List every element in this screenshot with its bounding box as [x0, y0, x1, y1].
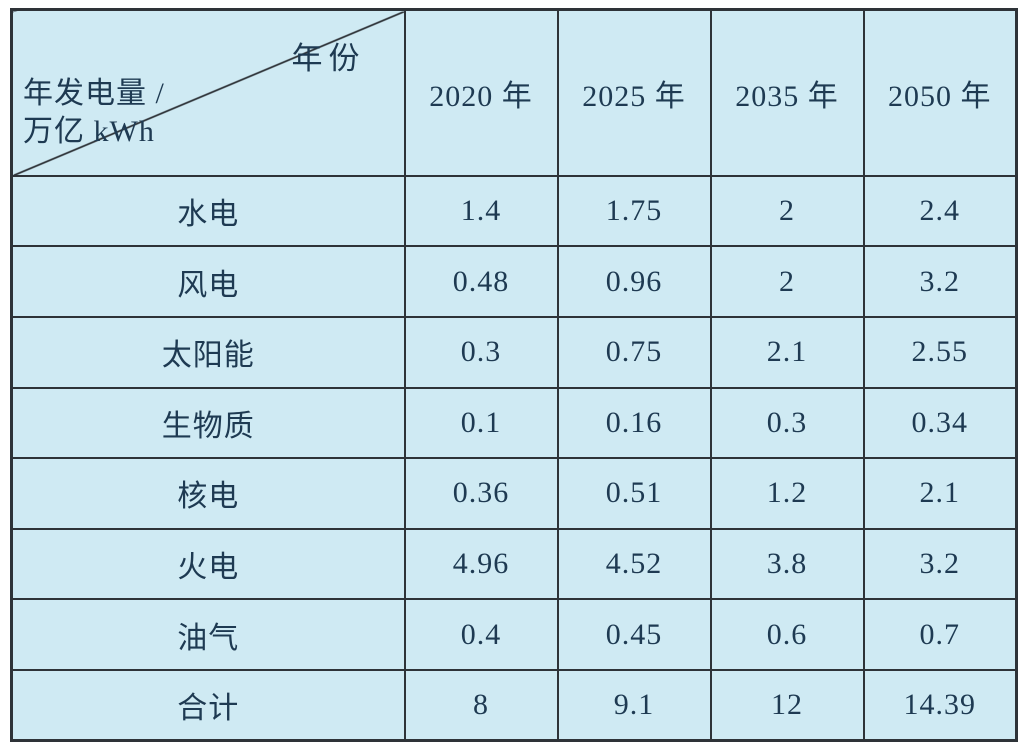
- table-cell: 0.3: [709, 386, 865, 460]
- column-header-2050: 2050 年: [862, 8, 1018, 177]
- table-cell: 0.4: [403, 598, 559, 671]
- table-cell: 9.1: [556, 668, 712, 742]
- table-row-total: 合计 8 9.1 12 14.39: [10, 668, 1018, 742]
- table-cell: 1.75: [556, 174, 712, 248]
- table-cell: 2.4: [862, 174, 1018, 248]
- table-cell: 12: [709, 668, 865, 742]
- column-header-2035: 2035 年: [709, 8, 865, 177]
- table-cell: 4.52: [556, 527, 712, 601]
- table-row-oilgas: 油气 0.4 0.45 0.6 0.7: [10, 598, 1018, 671]
- table-cell: 0.7: [862, 598, 1018, 671]
- corner-unit-label-line2: 万亿 kWh: [23, 115, 155, 148]
- table-cell: 3.2: [862, 527, 1018, 601]
- column-header-2020: 2020 年: [403, 8, 559, 177]
- table-cell: 3.2: [862, 245, 1018, 319]
- table-cell: 0.96: [556, 245, 712, 319]
- table-cell: 8: [403, 668, 559, 742]
- table-row-biomass: 生物质 0.1 0.16 0.3 0.34: [10, 386, 1018, 460]
- table-cell: 1.2: [709, 457, 865, 530]
- table-cell: 0.3: [403, 316, 559, 389]
- table-cell: 2: [709, 174, 865, 248]
- table-cell: 3.8: [709, 527, 865, 601]
- row-header: 油气: [10, 598, 406, 671]
- table-cell: 4.96: [403, 527, 559, 601]
- table-cell: 0.6: [709, 598, 865, 671]
- corner-year-label: 年份: [291, 41, 366, 76]
- corner-unit-label-line1: 年发电量 /: [23, 77, 165, 110]
- row-header: 核电: [10, 457, 406, 530]
- table-row-hydro: 水电 1.4 1.75 2 2.4: [10, 174, 1018, 248]
- table-cell: 0.75: [556, 316, 712, 389]
- header-row: 年份 年发电量 / 万亿 kWh 2020 年 2025 年 2035 年 20…: [10, 8, 1018, 177]
- table-cell: 0.48: [403, 245, 559, 319]
- table-cell: 0.34: [862, 386, 1018, 460]
- column-header-2025: 2025 年: [556, 8, 712, 177]
- row-header: 火电: [10, 527, 406, 601]
- row-header: 太阳能: [10, 316, 406, 389]
- corner-header-cell: 年份 年发电量 / 万亿 kWh: [10, 8, 406, 177]
- table-cell: 2.1: [709, 316, 865, 389]
- row-header: 生物质: [10, 386, 406, 460]
- table-cell: 2.1: [862, 457, 1018, 530]
- table-row-thermal: 火电 4.96 4.52 3.8 3.2: [10, 527, 1018, 601]
- table-row-nuclear: 核电 0.36 0.51 1.2 2.1: [10, 457, 1018, 530]
- row-header: 合计: [10, 668, 406, 742]
- table-cell: 0.16: [556, 386, 712, 460]
- row-header: 水电: [10, 174, 406, 248]
- table-row-wind: 风电 0.48 0.96 2 3.2: [10, 245, 1018, 319]
- table-row-solar: 太阳能 0.3 0.75 2.1 2.55: [10, 316, 1018, 389]
- table-cell: 0.45: [556, 598, 712, 671]
- table-cell: 1.4: [403, 174, 559, 248]
- corner-unit-label: 年发电量 / 万亿 kWh: [23, 75, 165, 151]
- table-cell: 14.39: [862, 668, 1018, 742]
- generation-table: 年份 年发电量 / 万亿 kWh 2020 年 2025 年 2035 年 20…: [10, 8, 1018, 742]
- table-cell: 2: [709, 245, 865, 319]
- table-cell: 0.1: [403, 386, 559, 460]
- row-header: 风电: [10, 245, 406, 319]
- table-cell: 0.36: [403, 457, 559, 530]
- table-cell: 0.51: [556, 457, 712, 530]
- table-cell: 2.55: [862, 316, 1018, 389]
